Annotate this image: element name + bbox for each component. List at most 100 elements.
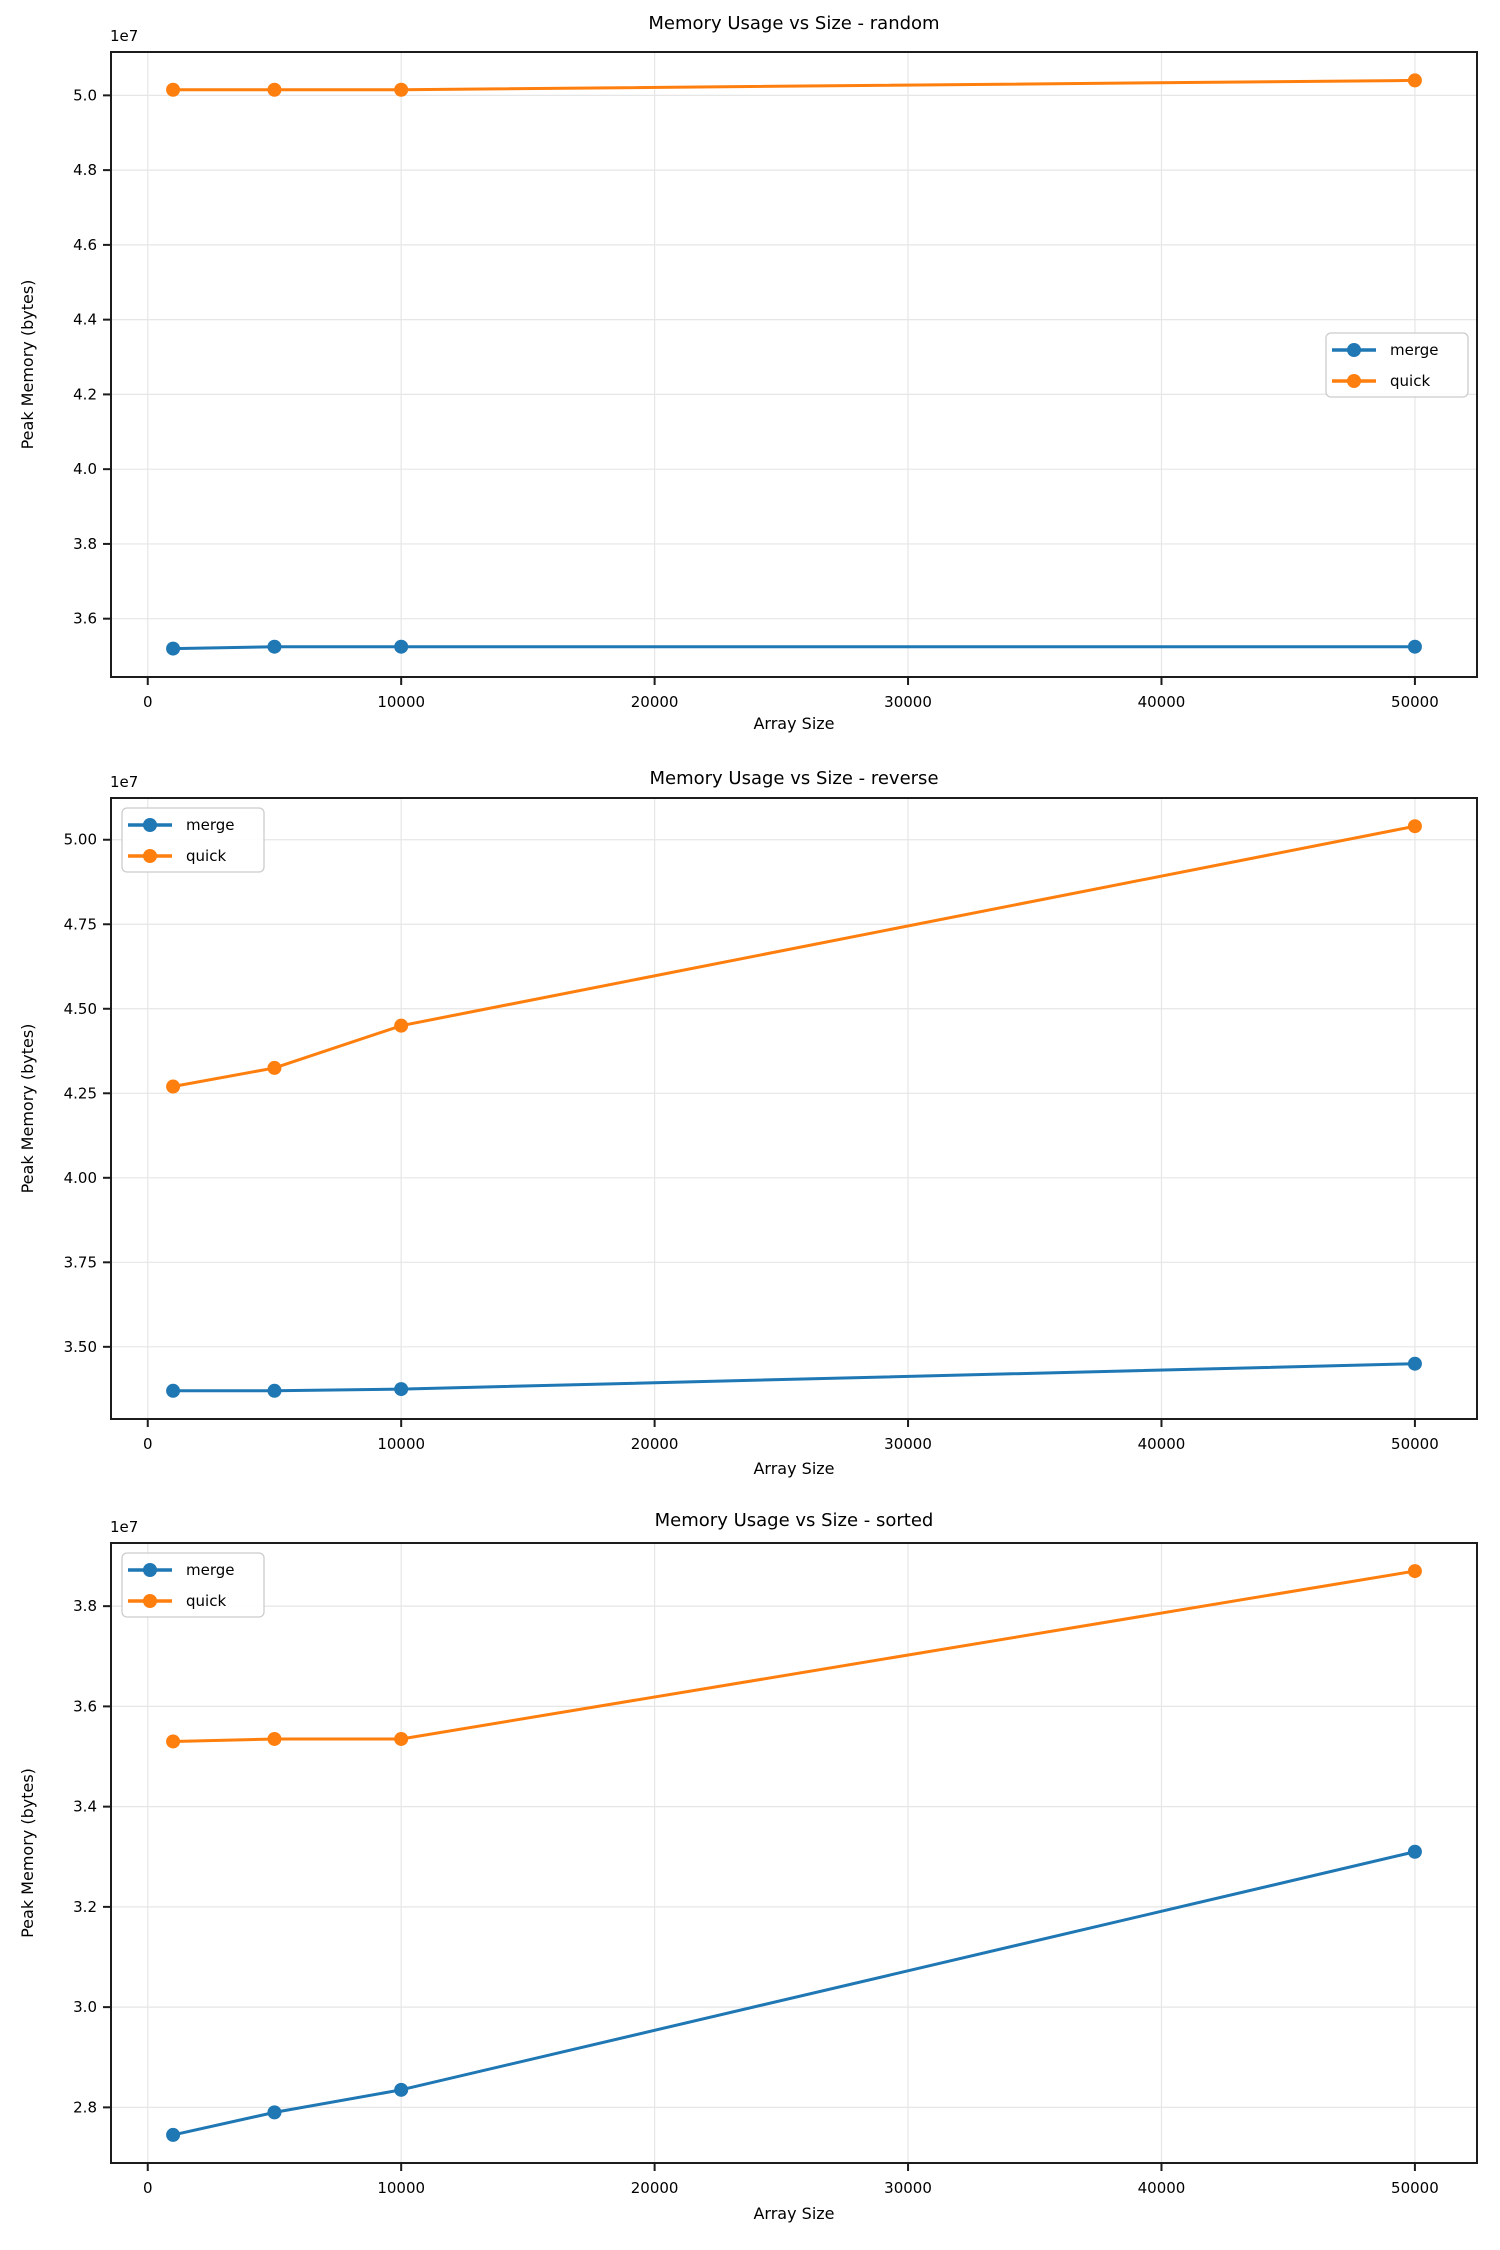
legend-marker-quick: [143, 849, 157, 863]
data-point-merge: [166, 1383, 181, 1398]
data-point-quick: [267, 1060, 282, 1075]
data-point-merge: [267, 2105, 282, 2120]
series-line-merge: [171, 645, 1417, 651]
y-axis-label: Peak Memory (bytes): [18, 280, 37, 450]
y-tick-label: 4.2: [73, 385, 97, 403]
x-tick-label: 40000: [1138, 2179, 1186, 2197]
chart-title: Memory Usage vs Size - reverse: [649, 768, 938, 789]
data-point-quick: [166, 1734, 181, 1749]
x-tick-label: 40000: [1138, 693, 1186, 711]
y-tick-label: 4.8: [73, 161, 97, 179]
x-tick-label: 10000: [377, 2179, 425, 2197]
data-point-quick: [394, 1018, 409, 1033]
x-tick-label: 30000: [884, 2179, 932, 2197]
x-tick-label: 20000: [631, 693, 679, 711]
data-point-quick: [394, 82, 409, 97]
legend-label-quick: quick: [186, 1592, 226, 1610]
data-point-quick: [166, 1079, 181, 1094]
data-point-quick: [267, 1731, 282, 1746]
data-point-merge: [394, 1382, 409, 1397]
y-axis-offset-label: 1e7: [110, 773, 138, 791]
y-tick-label: 3.50: [64, 1338, 97, 1356]
data-point-quick: [1407, 73, 1422, 88]
data-point-merge: [394, 639, 409, 654]
data-point-merge: [1407, 639, 1422, 654]
plot-border: [110, 797, 1478, 1420]
data-point-merge: [166, 2127, 181, 2142]
y-tick-label: 4.6: [73, 236, 97, 254]
x-tick-label: 50000: [1391, 693, 1439, 711]
y-tick-label: 3.75: [64, 1253, 97, 1271]
data-point-quick: [267, 82, 282, 97]
x-tick-label: 30000: [884, 1435, 932, 1453]
y-tick-label: 5.00: [64, 831, 97, 849]
data-point-merge: [267, 639, 282, 654]
data-point-merge: [1407, 1356, 1422, 1371]
data-point-quick: [1407, 819, 1422, 834]
y-tick-label: 3.6: [73, 610, 97, 628]
data-point-quick: [166, 82, 181, 97]
y-tick-label: 3.4: [73, 1798, 97, 1816]
y-tick-label: 4.75: [64, 915, 97, 933]
legend-label-quick: quick: [186, 847, 226, 865]
series-line-merge: [171, 1362, 1417, 1393]
legend-label-quick: quick: [1390, 372, 1430, 390]
y-tick-label: 3.8: [73, 535, 97, 553]
x-tick-label: 20000: [631, 1435, 679, 1453]
x-tick-label: 40000: [1138, 1435, 1186, 1453]
plot-border: [110, 51, 1478, 678]
chart-title: Memory Usage vs Size - sorted: [655, 1510, 934, 1531]
plot-background: [0, 0, 1500, 750]
legend-label-merge: merge: [186, 816, 235, 834]
x-tick-label: 10000: [377, 1435, 425, 1453]
legend-marker-quick: [143, 1594, 157, 1608]
y-axis-offset-label: 1e7: [110, 27, 138, 45]
x-tick-label: 0: [143, 1435, 153, 1453]
data-point-merge: [394, 2082, 409, 2097]
series-line-quick: [171, 824, 1417, 1089]
x-tick-label: 20000: [631, 2179, 679, 2197]
data-point-merge: [1407, 1844, 1422, 1859]
x-tick-label: 30000: [884, 693, 932, 711]
y-tick-label: 3.6: [73, 1697, 97, 1715]
series-line-quick: [171, 1569, 1417, 1743]
x-axis-label: Array Size: [753, 1459, 834, 1478]
legend-marker-merge: [143, 818, 157, 832]
y-tick-label: 4.4: [73, 311, 97, 329]
legend-marker-merge: [1347, 343, 1361, 357]
series-line-merge: [171, 1850, 1417, 2137]
data-point-merge: [267, 1383, 282, 1398]
plot-background: [0, 1500, 1500, 2250]
data-point-merge: [166, 641, 181, 656]
y-tick-label: 4.00: [64, 1169, 97, 1187]
y-axis-label: Peak Memory (bytes): [18, 1024, 37, 1194]
chart-title: Memory Usage vs Size - random: [648, 13, 939, 34]
legend-label-merge: merge: [1390, 341, 1439, 359]
data-point-quick: [394, 1731, 409, 1746]
x-axis-label: Array Size: [753, 2204, 834, 2223]
x-tick-label: 50000: [1391, 2179, 1439, 2197]
chart-reverse: 0 10000 20000 30000 40000 50000 3.50 3.75 4.00 4.…: [0, 750, 1500, 1500]
data-point-quick: [1407, 1564, 1422, 1579]
y-tick-label: 4.25: [64, 1084, 97, 1102]
x-axis-label: Array Size: [753, 714, 834, 733]
y-tick-label: 4.50: [64, 1000, 97, 1018]
legend-marker-merge: [143, 1563, 157, 1577]
x-tick-label: 50000: [1391, 1435, 1439, 1453]
y-axis-label: Peak Memory (bytes): [18, 1768, 37, 1938]
y-tick-label: 2.8: [73, 2098, 97, 2116]
plot-border: [110, 1542, 1478, 2164]
x-tick-label: 0: [143, 2179, 153, 2197]
x-tick-label: 0: [143, 693, 153, 711]
y-tick-label: 3.8: [73, 1597, 97, 1615]
series-line-quick: [171, 78, 1417, 92]
x-tick-label: 10000: [377, 693, 425, 711]
plot-background: [0, 750, 1500, 1500]
chart-sorted: 0 10000 20000 30000 40000 50000 2.8 3.0 3.2 3.4 3.…: [0, 1500, 1500, 2250]
chart-random: 0 10000 20000 30000 40000 50000 3.6 3.8 4.0 4.2 4.…: [0, 0, 1500, 750]
y-tick-label: 3.2: [73, 1898, 97, 1916]
legend-marker-quick: [1347, 374, 1361, 388]
y-axis-offset-label: 1e7: [110, 1518, 138, 1536]
y-tick-label: 3.0: [73, 1998, 97, 2016]
